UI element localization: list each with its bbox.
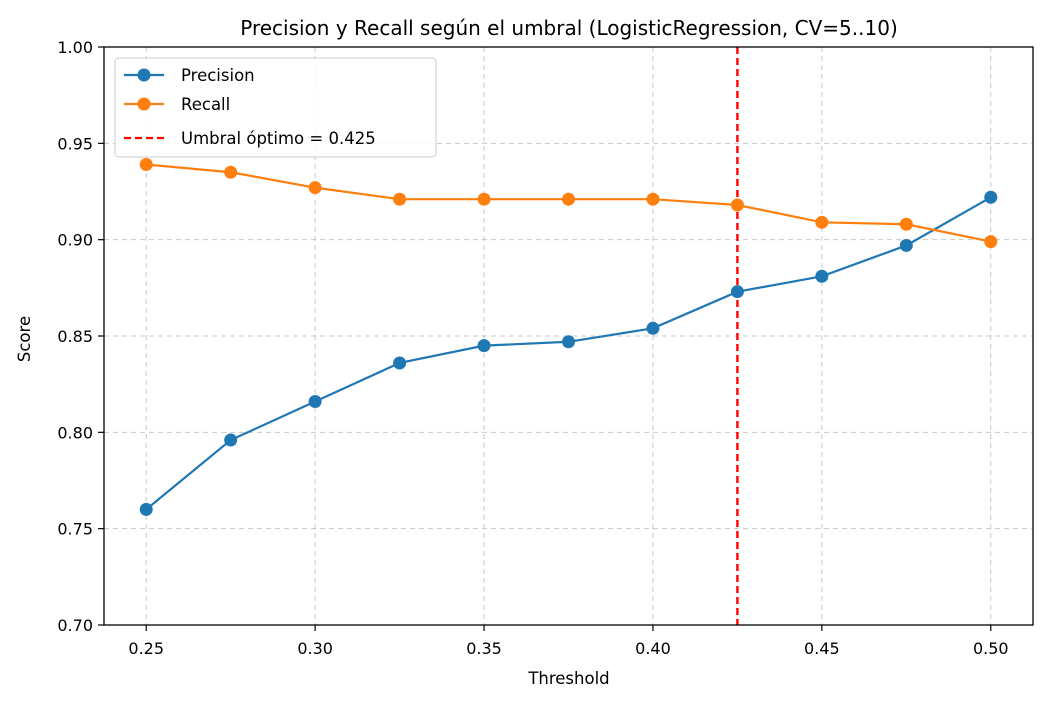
x-axis-label: Threshold xyxy=(527,669,609,688)
precision-point xyxy=(393,356,407,370)
recall-point xyxy=(224,165,238,179)
x-tick-label: 0.50 xyxy=(973,639,1009,658)
precision-point xyxy=(308,395,322,409)
y-tick-label: 0.90 xyxy=(57,231,93,250)
y-axis: 0.70 0.75 0.80 0.85 0.90 0.95 1.00 xyxy=(57,38,104,635)
legend-recall-label: Recall xyxy=(181,95,230,114)
x-tick-label: 0.35 xyxy=(466,639,502,658)
recall-point xyxy=(308,181,322,195)
precision-point xyxy=(899,238,913,252)
recall-point xyxy=(899,217,913,231)
x-tick-label: 0.40 xyxy=(635,639,671,658)
precision-point xyxy=(139,502,153,516)
legend: Precision Recall Umbral óptimo = 0.425 xyxy=(114,57,437,158)
recall-point xyxy=(984,235,998,249)
y-tick-label: 1.00 xyxy=(57,38,93,57)
legend-threshold-label: Umbral óptimo = 0.425 xyxy=(181,129,376,148)
recall-point xyxy=(393,192,407,206)
legend-recall-marker xyxy=(137,97,151,111)
y-tick-label: 0.70 xyxy=(57,616,93,635)
precision-point xyxy=(730,285,744,299)
y-tick-label: 0.95 xyxy=(57,134,93,153)
y-tick-label: 0.85 xyxy=(57,327,93,346)
precision-point xyxy=(224,433,238,447)
legend-precision-marker xyxy=(137,68,151,82)
x-axis: 0.25 0.30 0.35 0.40 0.45 0.50 xyxy=(128,625,1009,658)
chart-title: Precision y Recall según el umbral (Logi… xyxy=(240,16,898,40)
precision-point xyxy=(815,269,829,283)
recall-point xyxy=(562,192,575,206)
legend-precision-label: Precision xyxy=(181,66,255,85)
recall-point xyxy=(730,198,744,212)
x-tick-label: 0.25 xyxy=(128,639,164,658)
recall-point xyxy=(646,192,660,206)
legend-box xyxy=(114,57,437,158)
y-tick-label: 0.80 xyxy=(57,423,93,442)
recall-point xyxy=(477,192,491,206)
x-tick-label: 0.30 xyxy=(297,639,333,658)
y-axis-label: Score xyxy=(15,316,34,362)
recall-point xyxy=(815,215,829,229)
precision-point xyxy=(646,321,660,335)
recall-point xyxy=(139,158,153,172)
y-tick-label: 0.75 xyxy=(57,520,93,539)
precision-point xyxy=(477,339,491,353)
precision-point xyxy=(562,335,575,349)
x-tick-label: 0.45 xyxy=(804,639,840,658)
series-layer xyxy=(139,158,998,516)
precision-line xyxy=(145,196,992,511)
precision-point xyxy=(984,190,998,204)
